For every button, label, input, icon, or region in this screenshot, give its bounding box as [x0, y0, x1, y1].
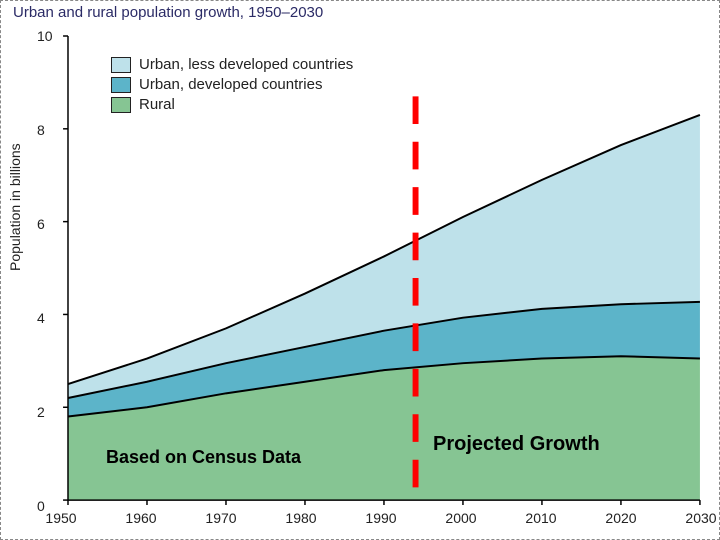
x-tick-label: 1980 [285, 510, 316, 526]
x-tick-label: 1990 [365, 510, 396, 526]
x-tick-label: 2020 [605, 510, 636, 526]
x-tick-label: 1950 [45, 510, 76, 526]
legend-item: Urban, developed countries [111, 76, 353, 93]
x-tick-label: 2010 [525, 510, 556, 526]
chart-title: Urban and rural population growth, 1950–… [13, 4, 323, 21]
x-tick-label: 2030 [685, 510, 716, 526]
legend-item: Rural [111, 96, 353, 113]
legend-swatch-icon [111, 57, 131, 73]
legend-item: Urban, less developed countries [111, 56, 353, 73]
legend-swatch-icon [111, 77, 131, 93]
legend-label: Urban, developed countries [139, 76, 322, 93]
annotation-census: Based on Census Data [106, 447, 301, 468]
y-axis-label: Population in billions [7, 143, 23, 271]
x-tick-label: 1970 [205, 510, 236, 526]
legend-swatch-icon [111, 97, 131, 113]
x-tick-label: 1960 [125, 510, 156, 526]
annotation-projected: Projected Growth [433, 433, 600, 456]
legend-label: Urban, less developed countries [139, 56, 353, 73]
legend: Urban, less developed countries Urban, d… [111, 56, 353, 116]
chart-container: Urban and rural population growth, 1950–… [0, 0, 720, 540]
x-tick-label: 2000 [445, 510, 476, 526]
legend-label: Rural [139, 96, 175, 113]
